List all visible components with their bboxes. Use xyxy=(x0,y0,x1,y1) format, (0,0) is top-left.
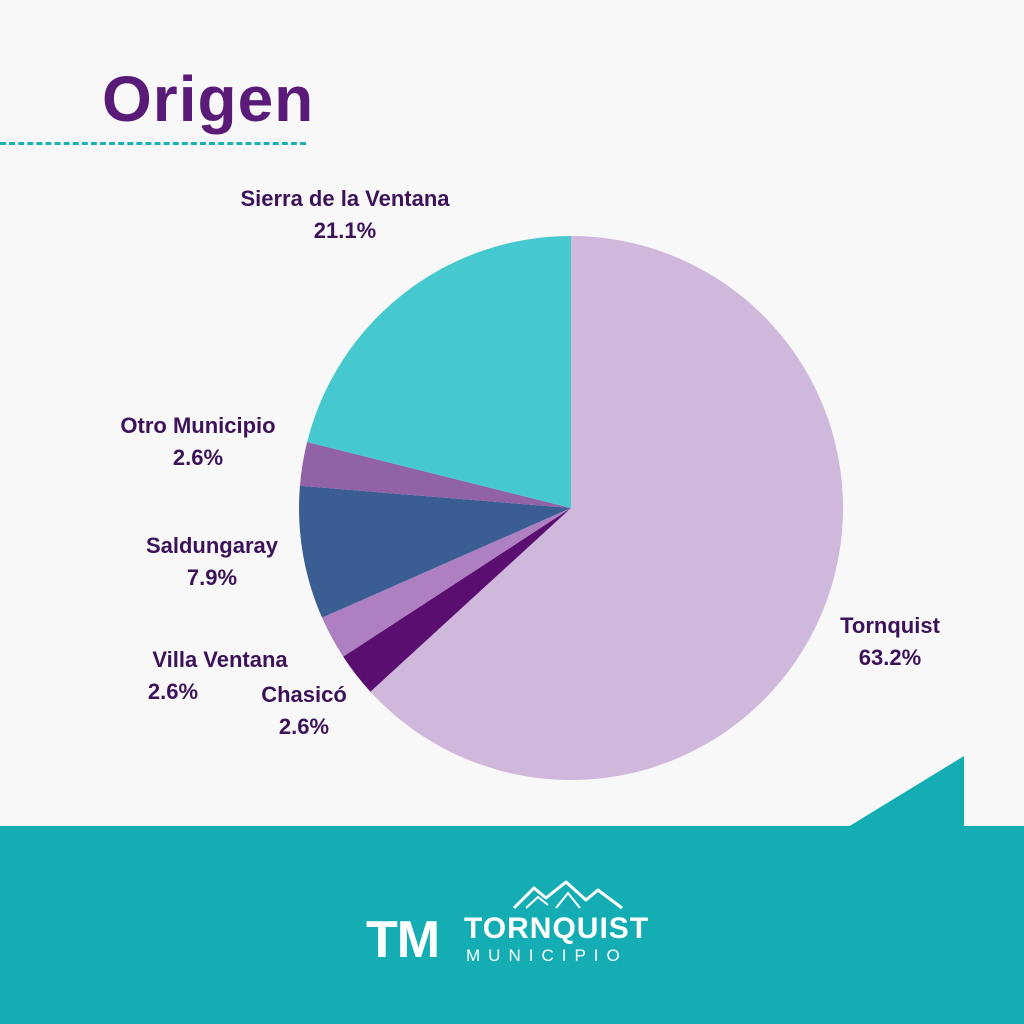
page-title: Origen xyxy=(102,63,315,135)
pie-slice-sierra-de-la-ventana xyxy=(307,236,571,508)
logo-subtitle: MUNICIPIO xyxy=(466,946,628,965)
slice-label: Saldungaray xyxy=(146,533,279,558)
slice-label: Tornquist xyxy=(840,613,940,638)
slice-label: Sierra de la Ventana xyxy=(240,186,450,211)
slice-value-label: 63.2% xyxy=(859,645,921,670)
slice-label: Villa Ventana xyxy=(152,647,288,672)
mountains-icon xyxy=(512,880,623,910)
pie-chart: Tornquist 63.2% Chasicó 2.6% Villa Ventana 2.… xyxy=(120,186,941,780)
slice-label: Otro Municipio xyxy=(120,413,275,438)
slice-value-label: 21.1% xyxy=(314,218,376,243)
slice-value-label: 7.9% xyxy=(187,565,237,590)
logo-name: TORNQUIST xyxy=(464,912,650,945)
pie-slice-chasic- xyxy=(343,508,571,692)
pie-labels: Tornquist 63.2% Chasicó 2.6% Villa Ventana 2.… xyxy=(120,186,940,739)
pie-slices xyxy=(299,236,843,780)
logo-initials: TM xyxy=(366,911,440,969)
footer-band xyxy=(0,826,1024,1024)
slice-value-label: 2.6% xyxy=(173,445,223,470)
pie-slice-villa-ventana xyxy=(322,508,571,657)
logo: TM TORNQUIST MUNICIPIO xyxy=(366,880,666,970)
slice-label: Chasicó xyxy=(261,682,347,707)
slice-value-label: 2.6% xyxy=(279,714,329,739)
pie-slice-saldungaray xyxy=(299,485,571,618)
slice-value-label: 2.6% xyxy=(148,679,198,704)
pie-slice-tornquist xyxy=(370,236,843,780)
pie-slice-otro-municipio xyxy=(299,442,571,508)
title-dashed-rule xyxy=(0,142,306,145)
